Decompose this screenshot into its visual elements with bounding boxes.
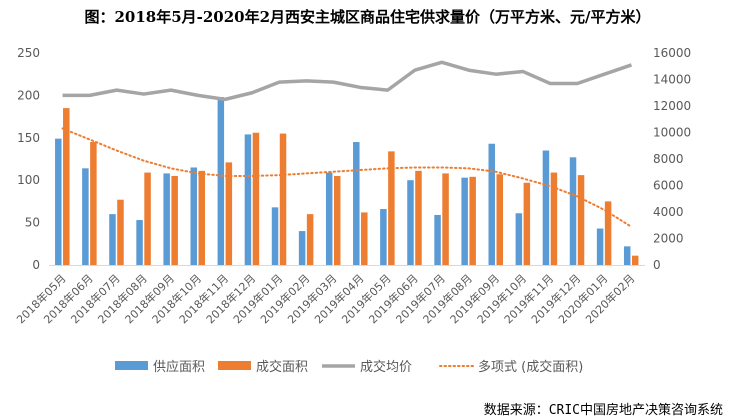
y-left-tick-label: 100	[17, 173, 40, 187]
y-right-tick-label: 0	[653, 258, 661, 272]
bar-deal	[415, 170, 422, 265]
y-left-tick-label: 150	[17, 131, 40, 145]
bar-supply	[325, 172, 333, 265]
legend-label: 多项式 (成交面积)	[478, 359, 583, 375]
bar-deal	[171, 175, 178, 265]
trend-line	[61, 127, 633, 228]
bar-deal	[225, 162, 233, 265]
bar-supply	[407, 180, 414, 265]
bar-supply	[109, 214, 116, 265]
bar-deal	[604, 201, 612, 265]
y-right-tick-label: 10000	[653, 126, 691, 140]
bar-supply	[353, 142, 360, 265]
bar-supply	[190, 167, 197, 265]
legend-label: 供应面积	[153, 359, 205, 375]
bar-supply	[596, 228, 604, 265]
y-right-tick-label: 16000	[653, 46, 691, 60]
bar-deal	[631, 255, 639, 265]
bar-supply	[244, 134, 252, 265]
bar-supply	[461, 177, 468, 265]
bar-supply	[569, 157, 577, 265]
bar-deal	[144, 172, 151, 265]
bar-deal	[306, 214, 314, 265]
bar-deal	[523, 182, 531, 265]
bar-deal	[577, 175, 585, 265]
price-line	[62, 60, 633, 102]
legend-label: 成交面积	[256, 359, 308, 375]
bar-supply	[298, 231, 306, 265]
bar-deal	[388, 151, 395, 265]
legend-swatch-1	[218, 361, 251, 370]
bar-supply	[55, 138, 62, 265]
bar-deal	[469, 176, 476, 265]
bar-supply	[271, 207, 279, 265]
y-left-tick-label: 0	[32, 258, 40, 272]
bar-supply	[515, 213, 523, 265]
bar-deal	[63, 108, 70, 266]
bar-supply	[82, 168, 89, 265]
bar-supply	[623, 246, 631, 265]
y-right-tick-label: 14000	[653, 73, 691, 87]
bar-deal	[117, 199, 124, 265]
bar-deal	[550, 172, 558, 265]
legend-swatch-0	[115, 361, 148, 370]
bar-deal	[333, 175, 341, 265]
y-left-tick-label: 50	[25, 216, 40, 230]
bar-supply	[217, 97, 225, 265]
y-right-tick-label: 6000	[653, 179, 684, 193]
y-right-tick-label: 4000	[653, 205, 684, 219]
bar-supply	[434, 214, 441, 265]
chart-source: 数据来源：CRIC中国房地产决策咨询系统	[483, 403, 723, 418]
bar-supply	[542, 150, 550, 265]
bar-deal	[198, 170, 205, 265]
bar-deal	[279, 133, 287, 265]
y-right-tick-label: 2000	[653, 232, 684, 246]
y-right-tick-label: 12000	[653, 99, 691, 113]
bar-deal	[361, 212, 368, 265]
bar-deal	[442, 173, 449, 265]
chart-title: 图：2018年5月-2020年2月西安主城区商品住宅供求量价（万平方米、元/平方…	[84, 8, 651, 26]
bar-supply	[488, 143, 495, 265]
bar-supply	[380, 209, 387, 265]
y-left-tick-label: 250	[17, 46, 40, 60]
bar-deal	[496, 174, 503, 265]
bar-supply	[163, 173, 170, 265]
bar-deal	[252, 132, 260, 265]
y-left-tick-label: 200	[17, 88, 40, 102]
legend-label: 成交均价	[360, 359, 412, 375]
bar-deal	[90, 142, 97, 265]
y-right-tick-label: 8000	[653, 152, 684, 166]
bar-supply	[136, 220, 143, 265]
